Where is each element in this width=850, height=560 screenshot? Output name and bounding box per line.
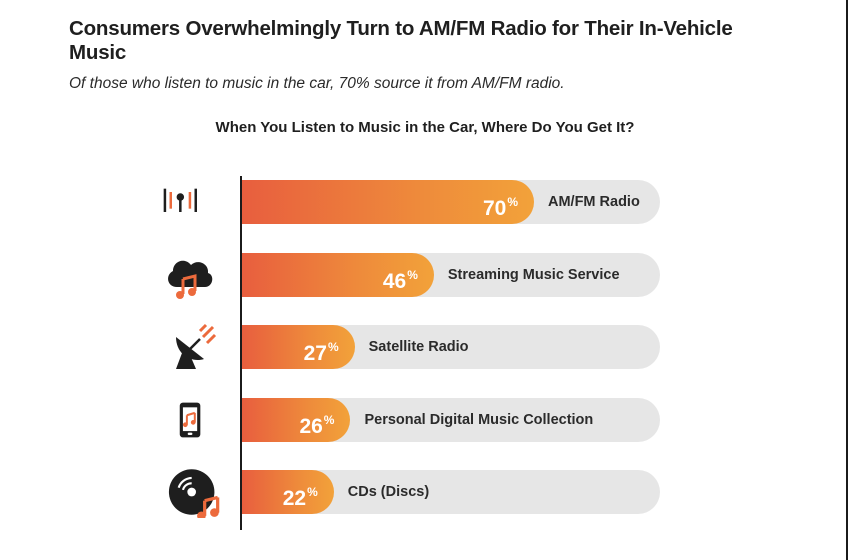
data-label-suffix: % (507, 195, 518, 209)
satellite-dish-icon (176, 323, 217, 369)
radio-tower-icon (163, 188, 197, 212)
bar-track: 46% Streaming Music Service (242, 252, 660, 297)
data-label-value: 26 (299, 414, 323, 438)
page-subtitle: Of those who listen to music in the car,… (69, 75, 565, 92)
bar-streaming-music-service (242, 252, 434, 297)
category-label: Streaming Music Service (447, 266, 620, 283)
data-label-suffix: % (407, 267, 418, 282)
category-label: CDs (Discs) (347, 484, 430, 500)
data-label-suffix: % (323, 412, 335, 427)
data-label: 26% (299, 398, 334, 442)
chart-axis-line (240, 176, 242, 530)
bar-personal-digital-music-collection (242, 397, 351, 442)
category-label: Personal Digital Music Collection (364, 411, 594, 428)
data-label: 46% (383, 253, 418, 297)
bar-am-fm-radio (242, 180, 534, 224)
category-label: Satellite Radio (368, 339, 469, 355)
cd-music-icon (168, 469, 220, 518)
phone-music-icon (179, 402, 201, 437)
category-label: AM/FM Radio (548, 194, 640, 210)
data-label: 70% (483, 180, 518, 224)
data-label-value: 22 (282, 487, 307, 510)
cloud-music-icon (168, 260, 213, 299)
page-title: Consumers Overwhelmingly Turn to AM/FM R… (69, 17, 733, 64)
data-label-value: 27 (303, 342, 327, 365)
data-label: 27% (304, 325, 339, 369)
bar-cds-discs (242, 470, 334, 514)
page-edge-border (846, 0, 848, 560)
bar-track: 27% Satellite Radio (242, 325, 660, 369)
bar-track: 70% AM/FM Radio (242, 180, 660, 224)
bar-track: 22% CDs (Discs) (242, 470, 660, 514)
data-label: 22% (283, 470, 318, 514)
data-label-suffix: % (327, 340, 339, 354)
bar-satellite-radio (242, 325, 355, 369)
data-label-suffix: % (307, 485, 318, 499)
data-label-value: 70 (482, 197, 507, 220)
chart-title: When You Listen to Music in the Car, Whe… (215, 119, 635, 136)
bar-track: 26% Personal Digital Music Collection (242, 397, 660, 442)
data-label-value: 46 (382, 269, 407, 293)
